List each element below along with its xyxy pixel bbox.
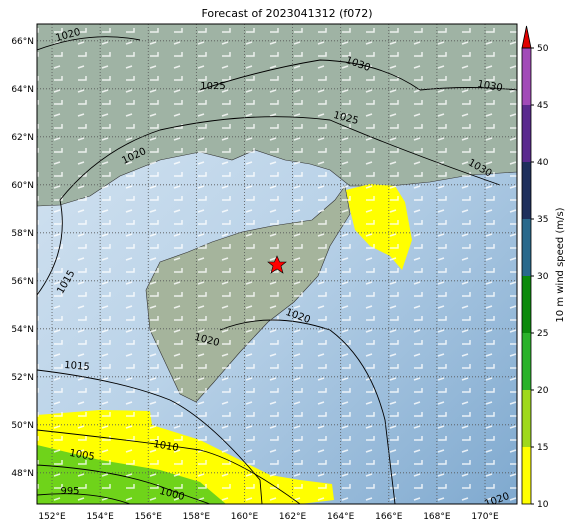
colorbar-segment xyxy=(522,162,531,219)
contour-label: 1015 xyxy=(64,360,90,373)
lat-tick-label: 66°N xyxy=(11,37,34,47)
colorbar-segment xyxy=(522,390,531,447)
contour-label: 1005 xyxy=(68,448,95,463)
lon-tick-label: 160°E xyxy=(231,512,259,522)
colorbar-segment xyxy=(522,48,531,105)
colorbar-tick-label: 15 xyxy=(537,443,548,453)
lon-tick-label: 164°E xyxy=(327,512,355,522)
contour-label: 1030 xyxy=(476,79,503,94)
colorbar-segment xyxy=(522,276,531,333)
colorbar-tick-label: 50 xyxy=(537,44,549,54)
colorbar-tick-label: 30 xyxy=(537,272,549,282)
colorbar-extend xyxy=(521,25,532,49)
lat-tick-label: 62°N xyxy=(11,133,34,143)
lon-tick-label: 156°E xyxy=(135,512,163,522)
lon-tick-label: 154°E xyxy=(86,512,114,522)
lat-tick-label: 50°N xyxy=(11,421,34,431)
lon-tick-label: 158°E xyxy=(183,512,211,522)
lon-tick-label: 162°E xyxy=(279,512,307,522)
lat-tick-label: 58°N xyxy=(11,229,34,239)
lat-tick-label: 56°N xyxy=(11,277,34,287)
grid xyxy=(37,24,517,504)
lat-tick-label: 60°N xyxy=(11,181,34,191)
colorbar-tick-label: 40 xyxy=(537,158,549,168)
lat-tick-label: 48°N xyxy=(11,469,34,479)
lon-tick-label: 152°E xyxy=(38,512,66,522)
map-frame xyxy=(36,23,518,505)
lat-tick-label: 52°N xyxy=(11,373,34,383)
colorbar-tick-label: 25 xyxy=(537,329,548,339)
lon-tick-label: 166°E xyxy=(375,512,403,522)
lat-tick-label: 64°N xyxy=(11,85,34,95)
colorbar-label: 10 m wind speed (m/s) xyxy=(555,207,566,322)
colorbar-tick-label: 10 xyxy=(537,500,549,510)
colorbar-segment xyxy=(522,333,531,390)
contour-label: 995 xyxy=(60,486,79,497)
contour-label: 1010 xyxy=(152,439,179,454)
colorbar-tick-label: 45 xyxy=(537,101,548,111)
colorbar-segment xyxy=(522,447,531,504)
lat-tick-label: 54°N xyxy=(11,325,34,335)
location-star xyxy=(267,255,287,274)
colorbar-tick-label: 35 xyxy=(537,215,548,225)
colorbar-segment xyxy=(522,105,531,162)
colorbar-tick-label: 20 xyxy=(537,386,549,396)
isobars xyxy=(37,36,517,504)
lon-tick-label: 168°E xyxy=(423,512,451,522)
colorbar-segment xyxy=(522,219,531,276)
contour-label: 1025 xyxy=(200,81,225,92)
title: Forecast of 2023041312 (f072) xyxy=(201,7,372,20)
lon-tick-label: 170°E xyxy=(471,512,499,522)
